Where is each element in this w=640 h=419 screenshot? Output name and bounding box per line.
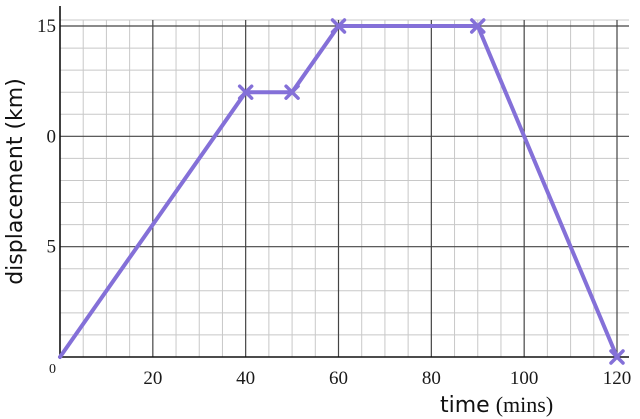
y-tick-label: 0 bbox=[47, 126, 57, 147]
data-point-marker bbox=[609, 349, 625, 365]
marker-stroke bbox=[330, 18, 347, 34]
series-layer bbox=[58, 18, 625, 365]
x-tick-label: 100 bbox=[510, 368, 539, 389]
data-point-marker bbox=[237, 84, 254, 100]
axes bbox=[58, 6, 629, 359]
x-axis-label-unit: (mins) bbox=[496, 392, 553, 417]
x-origin-label: 0 bbox=[49, 362, 56, 377]
minor-gridlines bbox=[60, 19, 629, 357]
marker-stroke bbox=[470, 18, 486, 34]
y-axis-label: displacement (km) bbox=[3, 78, 28, 285]
y-tick-label: 5 bbox=[47, 237, 57, 258]
series-line bbox=[58, 24, 619, 359]
y-tick-label: 15 bbox=[37, 16, 56, 37]
data-point-marker bbox=[470, 18, 486, 34]
tick-labels: 20 40 60 80 100 120 0 5 0 15 bbox=[37, 16, 631, 389]
data-point-marker bbox=[330, 18, 347, 34]
x-tick-label: 20 bbox=[143, 368, 162, 389]
x-tick-label: 120 bbox=[603, 368, 632, 389]
x-tick-label: 40 bbox=[236, 368, 255, 389]
data-point-marker bbox=[284, 84, 300, 100]
x-axis-label: time (mins) bbox=[440, 392, 553, 418]
marker-stroke bbox=[284, 84, 300, 100]
marker-stroke bbox=[609, 349, 625, 365]
x-axis-label-main: time bbox=[440, 393, 490, 418]
marker-stroke bbox=[237, 84, 254, 100]
x-tick-label: 80 bbox=[422, 368, 441, 389]
x-tick-label: 60 bbox=[329, 368, 348, 389]
